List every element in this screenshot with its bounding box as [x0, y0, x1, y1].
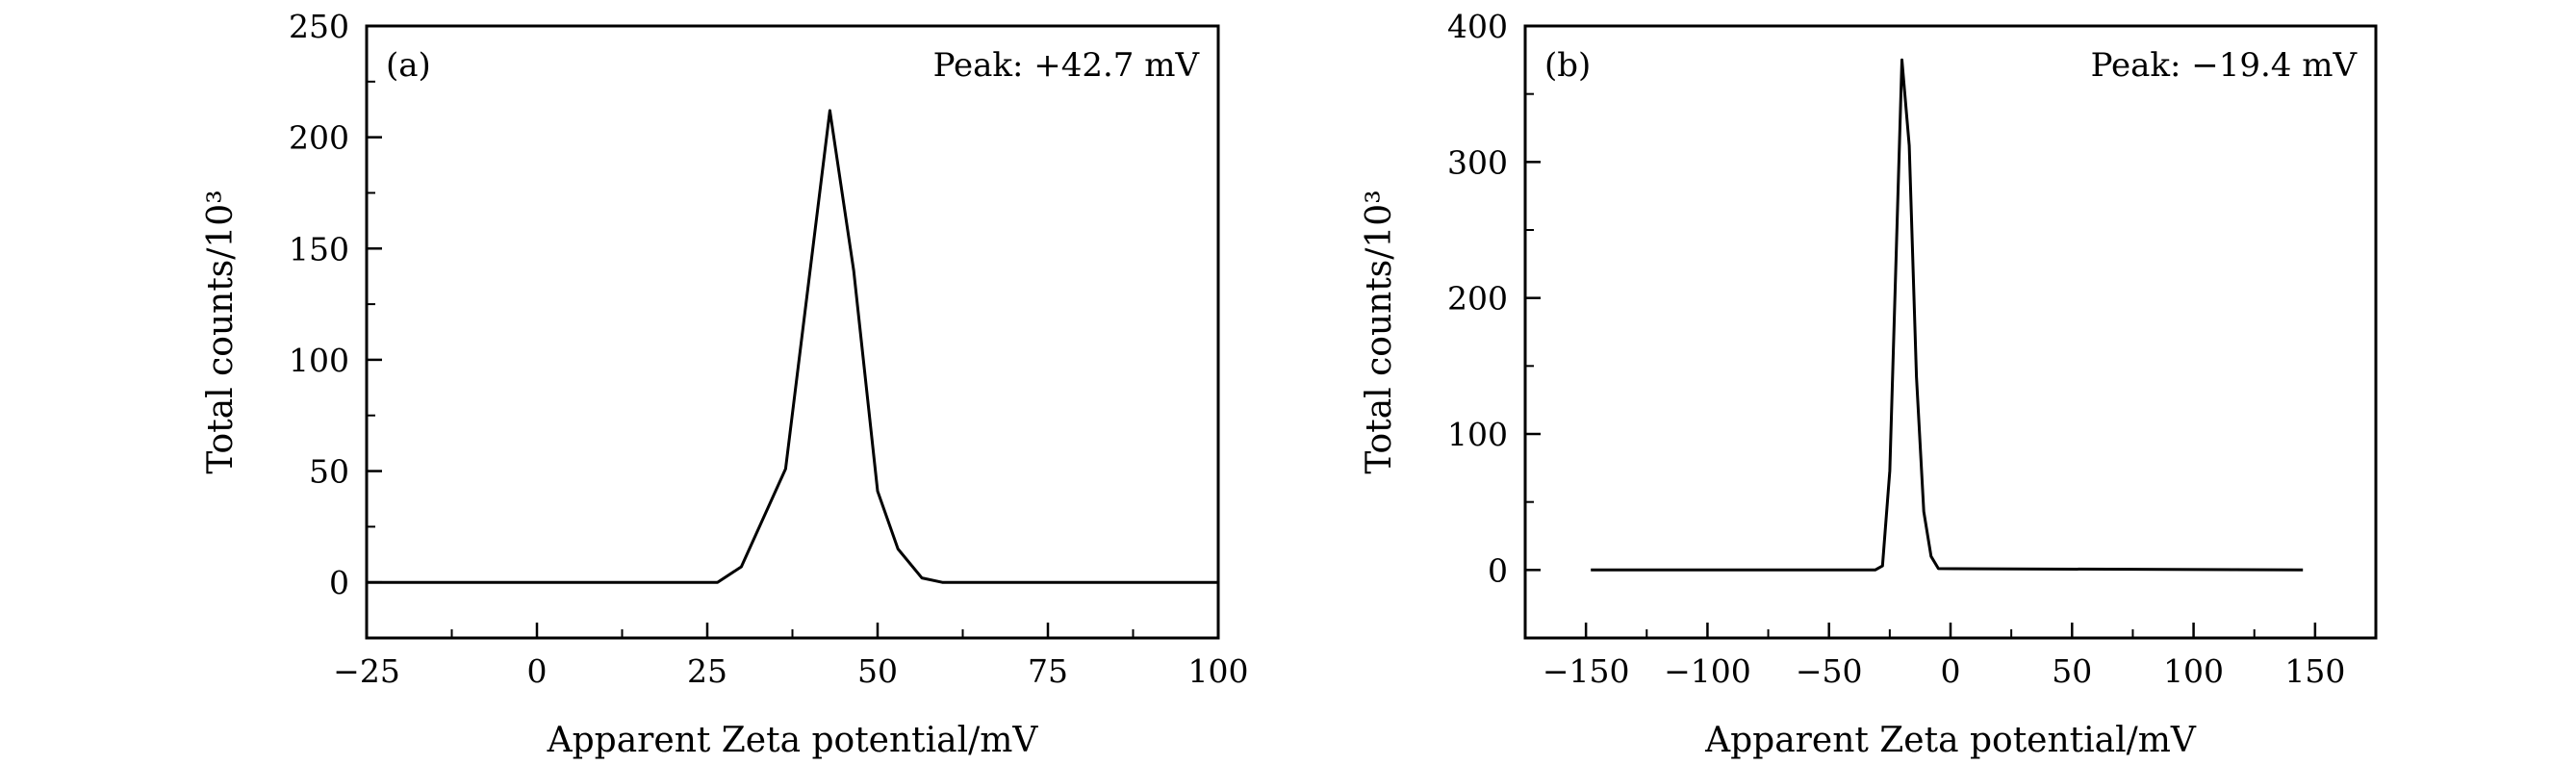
ticks-b — [1525, 24, 2317, 639]
data-series-line-b — [1591, 58, 2304, 572]
x-axis-title-b: Apparent Zeta potential/mV — [1704, 721, 2197, 760]
x-tick-label: −25 — [333, 652, 400, 690]
y-tick-label: 50 — [309, 453, 349, 491]
y-axis-title-b: Total counts/10³ — [1360, 190, 1399, 473]
x-tick-label: −100 — [1664, 652, 1751, 690]
y-tick-label: 100 — [289, 342, 349, 379]
x-tick-label: 50 — [857, 652, 898, 690]
x-tick-label: 0 — [527, 652, 548, 690]
tick-labels-a: −25 0 25 50 75 100 0 50 100 150 200 250 — [289, 8, 1249, 690]
y-tick-label: 0 — [329, 564, 349, 601]
ticks-a — [365, 24, 1220, 639]
x-tick-label: 0 — [1941, 652, 1961, 690]
y-tick-label: 300 — [1447, 143, 1508, 181]
chart-panel-b: −150 −100 −50 0 50 100 150 0 100 200 300 400 (b) Pe… — [1360, 8, 2378, 760]
peak-annotation-b: Peak: −19.4 mV — [2091, 46, 2359, 85]
plot-frame-a — [365, 24, 1220, 640]
y-axis-title-a: Total counts/10³ — [201, 190, 241, 473]
x-tick-label: 100 — [1188, 652, 1249, 690]
y-tick-label: 400 — [1447, 8, 1508, 45]
data-series-line-a — [367, 109, 1218, 584]
x-tick-label: 100 — [2163, 652, 2224, 690]
y-tick-label: 200 — [289, 119, 349, 157]
panel-label-b: (b) — [1544, 46, 1591, 85]
y-tick-label: 150 — [289, 230, 349, 268]
y-tick-label: 250 — [289, 8, 349, 45]
x-tick-label: 150 — [2284, 652, 2345, 690]
x-tick-label: −150 — [1543, 652, 1630, 690]
y-tick-label: 100 — [1447, 416, 1508, 453]
chart-panel-a: −25 0 25 50 75 100 0 50 100 150 200 250 (a) Peak: +… — [201, 8, 1249, 760]
y-tick-label: 200 — [1447, 280, 1508, 318]
x-tick-label: 75 — [1028, 652, 1068, 690]
x-tick-label: 25 — [687, 652, 727, 690]
x-axis-title-a: Apparent Zeta potential/mV — [547, 721, 1039, 760]
panel-label-a: (a) — [386, 46, 431, 85]
plot-frame-b — [1523, 24, 2378, 640]
x-tick-label: −50 — [1796, 652, 1863, 690]
peak-annotation-a: Peak: +42.7 mV — [933, 46, 1201, 85]
tick-labels-b: −150 −100 −50 0 50 100 150 0 100 200 300 400 — [1447, 8, 2345, 690]
x-tick-label: 50 — [2052, 652, 2092, 690]
y-tick-label: 0 — [1488, 551, 1508, 589]
